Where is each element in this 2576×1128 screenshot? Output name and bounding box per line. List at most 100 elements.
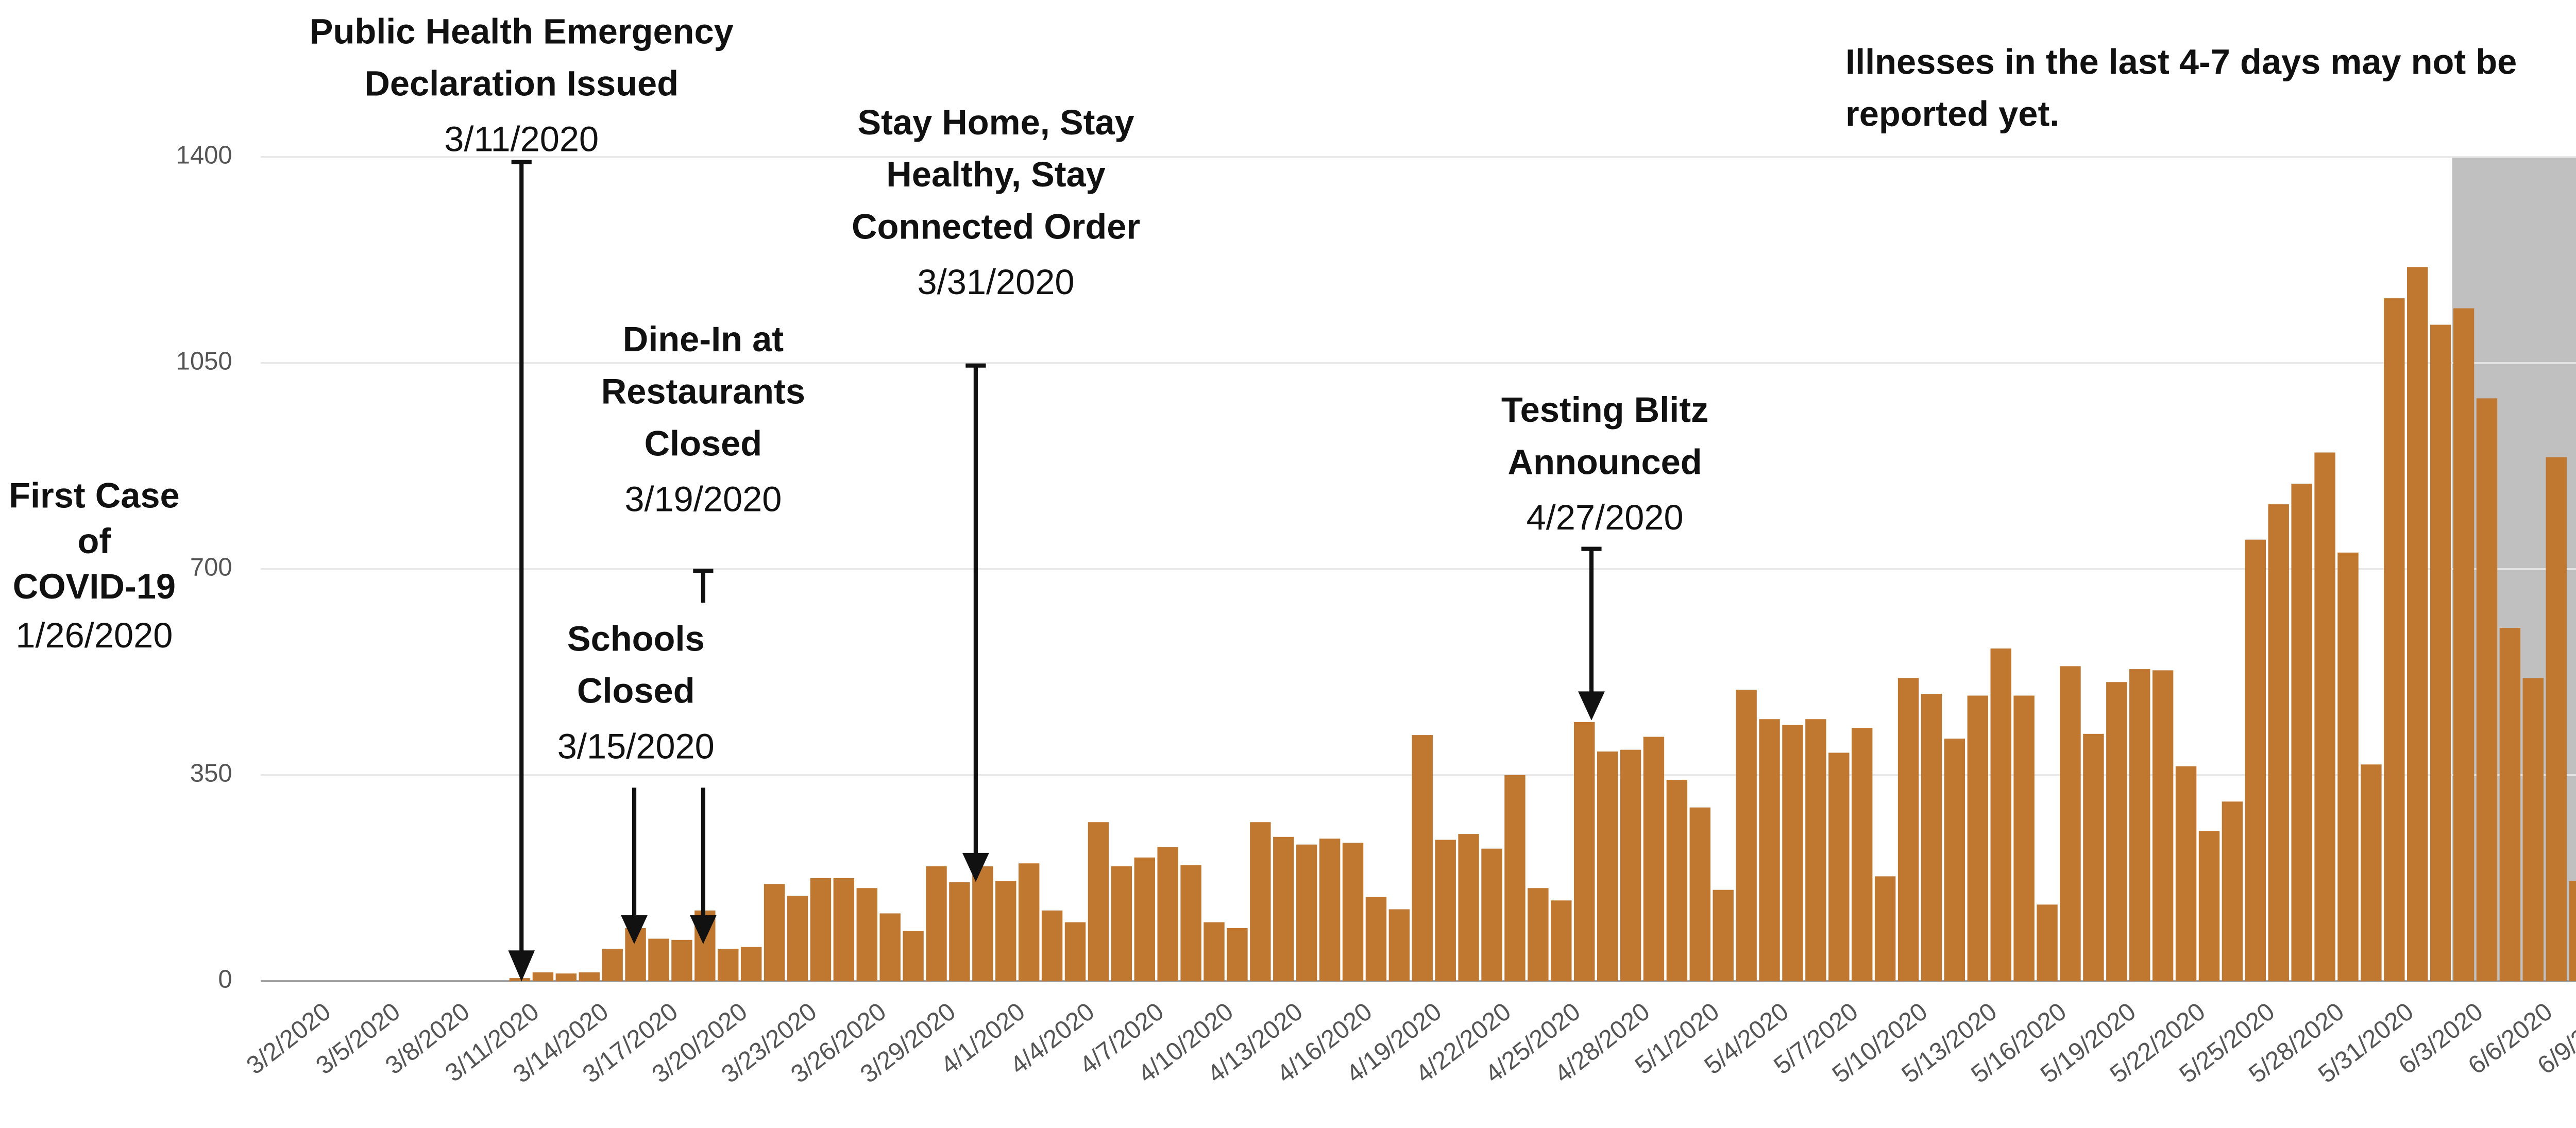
bar bbox=[1018, 863, 1040, 981]
bar bbox=[718, 948, 739, 981]
bar bbox=[1666, 779, 1688, 981]
arrow-head bbox=[1578, 691, 1605, 721]
annotation-date: 3/11/2020 bbox=[444, 119, 599, 159]
bar bbox=[995, 881, 1016, 981]
bar bbox=[1273, 836, 1294, 981]
bar bbox=[2222, 801, 2243, 981]
bar bbox=[1897, 678, 1919, 981]
bar bbox=[2453, 308, 2475, 981]
bar bbox=[810, 878, 832, 981]
bar bbox=[1597, 751, 1618, 981]
bar bbox=[2152, 670, 2174, 981]
y-tick-label: 350 bbox=[190, 760, 232, 788]
bar bbox=[1736, 690, 1757, 981]
annotation-title: Declaration Issued bbox=[364, 64, 679, 104]
y-tick-label: 1400 bbox=[176, 142, 232, 169]
bar bbox=[949, 882, 970, 981]
bar bbox=[2129, 669, 2150, 981]
y-tick-label: 0 bbox=[218, 966, 232, 994]
annotation-date: 1/26/2020 bbox=[15, 616, 173, 655]
bar bbox=[2268, 504, 2289, 981]
annotation-date: 3/15/2020 bbox=[557, 726, 715, 766]
annotation-title: Closed bbox=[645, 424, 762, 464]
annotation-title: of bbox=[77, 521, 111, 561]
annotation-date: 3/19/2020 bbox=[624, 479, 782, 519]
bar bbox=[2013, 695, 2035, 981]
bar bbox=[787, 896, 808, 981]
bar bbox=[1874, 876, 1896, 981]
bar bbox=[856, 888, 877, 981]
bar bbox=[2476, 398, 2498, 981]
bar bbox=[1828, 753, 1850, 981]
bar bbox=[1134, 857, 1155, 981]
annotation-title: Public Health Emergency bbox=[310, 12, 734, 52]
arrow-head bbox=[508, 950, 535, 982]
annotation-title: First Case bbox=[9, 476, 180, 516]
bar bbox=[2314, 452, 2335, 981]
annotation-title: Restaurants bbox=[601, 371, 805, 411]
bar bbox=[1041, 910, 1063, 981]
bar bbox=[833, 878, 855, 981]
bar bbox=[2106, 682, 2127, 981]
note: Illnesses in the last 4-7 days may not b… bbox=[1845, 42, 2517, 81]
bar bbox=[1689, 807, 1711, 981]
bar bbox=[1782, 725, 1803, 981]
bar bbox=[2291, 484, 2312, 981]
annotation-title: Healthy, Stay bbox=[886, 155, 1106, 194]
bar bbox=[2384, 298, 2405, 981]
annotation-title: Connected Order bbox=[852, 207, 1140, 246]
bar bbox=[1388, 909, 1410, 981]
annotation-title: COVID-19 bbox=[13, 567, 176, 606]
arrow-head bbox=[689, 915, 717, 944]
annotation-title: Testing Blitz bbox=[1501, 390, 1708, 430]
bar bbox=[1204, 922, 1225, 981]
bar bbox=[1088, 822, 1109, 981]
bar bbox=[1851, 728, 1873, 981]
bar bbox=[1412, 735, 1433, 981]
bar bbox=[879, 913, 901, 981]
bar bbox=[671, 939, 692, 981]
bar bbox=[1921, 694, 1942, 981]
bar bbox=[1319, 839, 1341, 981]
y-tick-label: 700 bbox=[190, 554, 232, 582]
bar bbox=[1250, 822, 1271, 981]
arrow-head bbox=[962, 852, 989, 882]
annotation-title: Stay Home, Stay bbox=[857, 102, 1134, 142]
arrow-head bbox=[621, 915, 648, 944]
bar bbox=[1481, 848, 1502, 981]
bar bbox=[1805, 719, 1826, 981]
annotation-title: Schools bbox=[567, 619, 705, 658]
bar bbox=[1990, 648, 2011, 981]
annotation-title: Dine-In at bbox=[623, 319, 784, 359]
bar bbox=[1759, 719, 1780, 981]
bar bbox=[2037, 904, 2058, 981]
bar bbox=[602, 948, 623, 981]
bar bbox=[2175, 766, 2197, 981]
annotation-title: Closed bbox=[577, 671, 695, 711]
bar bbox=[2245, 539, 2266, 981]
bar bbox=[903, 931, 924, 981]
bar bbox=[2499, 628, 2521, 981]
note: reported yet. bbox=[1845, 94, 2059, 134]
bar bbox=[764, 884, 785, 981]
bar bbox=[1157, 847, 1178, 981]
bar bbox=[1342, 843, 1364, 981]
bar bbox=[2430, 324, 2451, 981]
y-tick-label: 1050 bbox=[176, 348, 232, 375]
bar bbox=[1365, 897, 1387, 981]
bar bbox=[1713, 890, 1734, 981]
bar bbox=[579, 972, 600, 981]
bar bbox=[2083, 733, 2104, 981]
arrows bbox=[508, 160, 1605, 982]
bar bbox=[1620, 749, 1641, 981]
bar bbox=[1528, 888, 1549, 981]
bar bbox=[648, 938, 669, 981]
bar bbox=[2337, 552, 2359, 981]
annotation-date: 3/31/2020 bbox=[918, 262, 1075, 302]
bar bbox=[1064, 922, 1086, 981]
bar bbox=[1227, 928, 1248, 981]
bar bbox=[532, 972, 554, 981]
bar bbox=[2546, 457, 2567, 981]
bar bbox=[1643, 737, 1665, 981]
